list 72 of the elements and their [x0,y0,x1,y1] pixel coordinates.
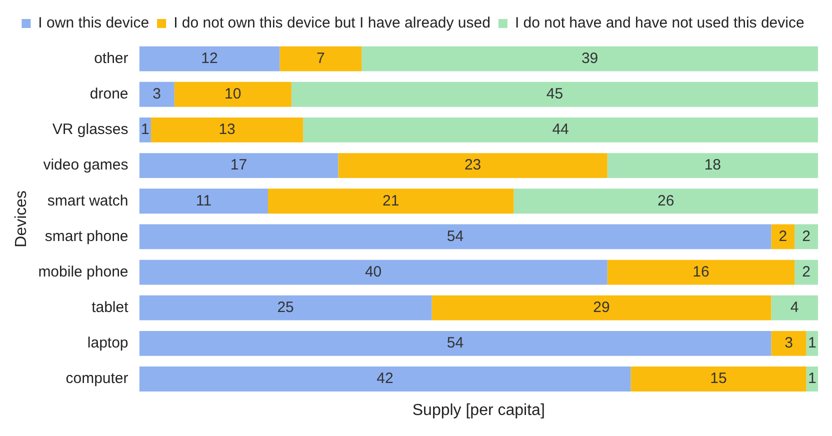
data-label: 54 [446,228,464,245]
data-label: 23 [464,156,482,174]
bar [338,153,608,178]
legend-label: I do not have and have not used this device [514,14,804,32]
data-label: 17 [230,156,248,174]
bar [771,224,795,250]
y-tick-label: laptop [87,334,128,352]
bar [139,188,268,214]
y-tick-label: video games [43,156,128,174]
y-tick-label: smart watch [47,192,128,210]
data-label: 3 [784,334,793,352]
data-label: 13 [218,121,236,138]
bar [139,366,631,392]
y-tick-label: tablet [92,298,130,316]
bar [771,295,818,320]
data-label: 10 [224,86,242,103]
data-label: 15 [710,370,727,388]
data-label: 4 [790,298,799,316]
bar [303,117,818,142]
bar [291,82,818,107]
data-label: 16 [692,263,710,280]
legend-label: I do not own this device but I have already used [174,14,490,32]
data-label: 39 [581,50,598,67]
bar [139,330,772,356]
bar [150,117,304,142]
data-label: 11 [196,192,212,210]
data-label: 40 [364,263,382,280]
data-label: 2 [802,263,810,280]
bar [139,224,772,250]
data-label: 1 [140,121,150,138]
y-tick-label: drone [90,86,128,103]
bar [139,153,338,178]
data-label: 1 [808,370,816,388]
data-label: 3 [152,86,161,103]
data-label: 1 [808,334,816,352]
data-label: 45 [546,86,564,103]
data-label: 44 [552,121,569,138]
data-label: 54 [446,334,464,352]
bar [139,46,280,72]
bar [794,260,818,285]
bar [514,188,818,214]
bar [139,295,432,320]
data-label: 42 [376,370,394,388]
bar [607,260,795,285]
legend-label: I own this device [38,14,150,32]
y-tick-label: other [94,50,128,67]
data-label: 25 [277,298,294,316]
bar [630,366,806,392]
bar [139,82,174,107]
bar [771,330,806,356]
y-tick-label: VR glasses [52,121,128,138]
data-label: 12 [201,50,218,67]
bar [362,46,818,72]
bar [432,295,772,320]
data-label: 21 [382,192,400,210]
bar [268,188,514,214]
data-label: 18 [704,156,722,174]
y-axis-title: Devices [13,190,30,248]
data-label: 2 [778,228,788,245]
bar [174,82,292,107]
data-label: 26 [658,192,674,210]
y-tick-label: computer [66,370,128,388]
bar [794,224,818,250]
data-label: 29 [593,298,610,316]
bar [139,260,608,285]
x-axis-title: Supply [per capita] [412,402,545,419]
y-tick-label: mobile phone [38,263,128,280]
y-tick-label: smart phone [44,228,128,245]
data-label: 7 [316,50,325,67]
bar [280,46,362,72]
data-label: 2 [802,228,810,245]
bar [607,153,818,178]
